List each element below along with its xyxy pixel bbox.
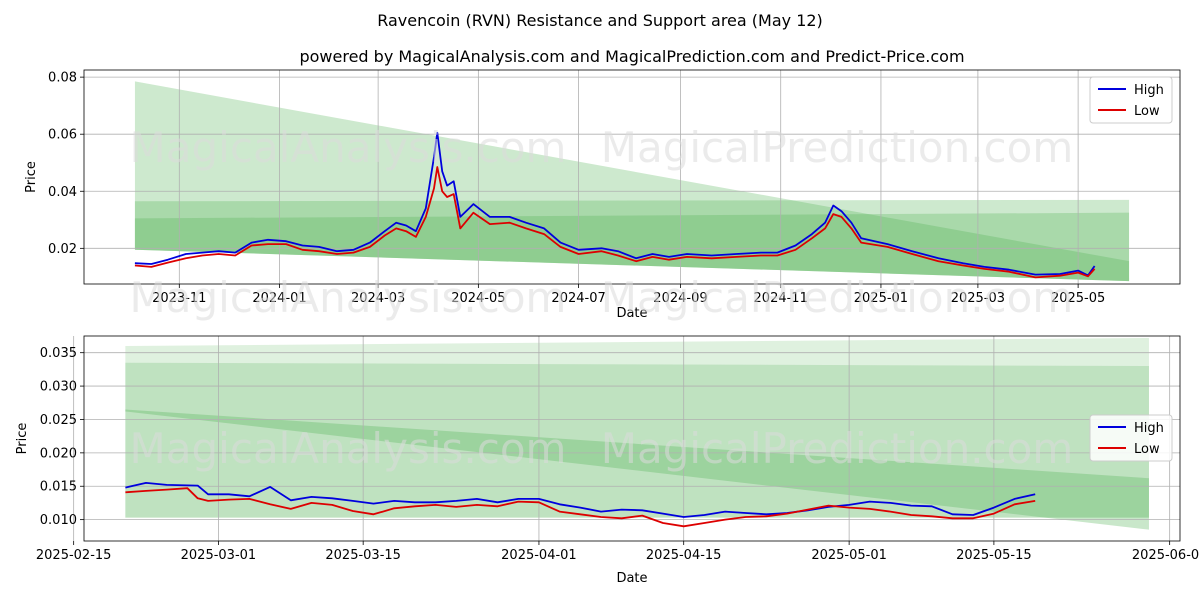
bottom-legend-label-high: High <box>1134 421 1164 436</box>
top-x-axis-label: Date <box>616 306 647 321</box>
bottom-series-low-line <box>125 487 1036 528</box>
bottom-legend: High Low <box>1089 414 1173 462</box>
watermark-analysis-bottom: MagicalAnalysis.com <box>130 424 567 473</box>
bottom-ytick-label-0: 0.010 <box>40 513 77 528</box>
bottom-xtick-label-5: 2025-05-01 <box>811 548 887 563</box>
top-band-1 <box>134 199 1130 282</box>
top-legend-label-low: Low <box>1134 104 1160 119</box>
bottom-x-axis-label: Date <box>616 571 647 586</box>
bottom-xtick-label-0: 2025-02-15 <box>36 548 112 563</box>
top-axes-frame <box>83 69 1181 285</box>
top-xtick-label-9: 2025-05 <box>1051 291 1105 306</box>
bottom-ytick-label-4: 0.030 <box>40 380 77 395</box>
top-legend-label-high: High <box>1134 83 1164 98</box>
top-xtick-label-3: 2024-05 <box>451 291 505 306</box>
bottom-series-high-line <box>125 482 1036 518</box>
bottom-band-1 <box>125 362 1149 518</box>
top-xtick-label-1: 2024-01 <box>252 291 306 306</box>
bottom-xtick-label-4: 2025-04-15 <box>646 548 722 563</box>
watermark-layer: MagicalAnalysis.com MagicalPrediction.co… <box>130 123 1074 473</box>
top-xtick-label-2: 2024-03 <box>351 291 405 306</box>
top-xtick-label-5: 2024-09 <box>653 291 707 306</box>
top-xtick-label-8: 2025-03 <box>951 291 1005 306</box>
bottom-xtick-label-1: 2025-03-01 <box>181 548 257 563</box>
top-series-high-line <box>134 131 1096 277</box>
top-ytick-label-0: 0.02 <box>48 242 77 257</box>
bottom-xtick-label-3: 2025-04-01 <box>501 548 577 563</box>
bottom-xtick-label-2: 2025-03-15 <box>325 548 401 563</box>
top-series-low-line <box>134 166 1096 279</box>
top-xtick-label-7: 2025-01 <box>854 291 908 306</box>
bottom-legend-label-low: Low <box>1134 442 1160 457</box>
bottom-chart: 2025-02-15 2025-03-01 2025-03-15 2025-04-01… <box>15 335 1200 586</box>
chart-subtitle: powered by MagicalAnalysis.com and Magic… <box>299 47 964 66</box>
top-chart: 2023-11 2024-01 2024-03 2024-05 2024-07 2024-… <box>24 69 1181 321</box>
watermark-analysis-top: MagicalAnalysis.com <box>130 123 567 172</box>
top-xtick-label-0: 2023-11 <box>152 291 206 306</box>
chart-title: Ravencoin (RVN) Resistance and Support a… <box>377 11 823 30</box>
bottom-ytick-label-2: 0.020 <box>40 446 77 461</box>
top-legend: High Low <box>1089 76 1173 124</box>
bottom-band-2 <box>125 409 1149 530</box>
watermark-prediction-mid: MagicalPrediction.com <box>601 273 1074 322</box>
top-xtick-label-4: 2024-07 <box>551 291 605 306</box>
watermark-prediction-bottom: MagicalPrediction.com <box>601 424 1074 473</box>
top-band-2 <box>134 212 1130 282</box>
bottom-band-0 <box>125 338 1149 518</box>
bottom-axes-frame <box>83 335 1181 542</box>
watermark-prediction-top: MagicalPrediction.com <box>601 123 1074 172</box>
bottom-xtick-label-7: 2025-06-01 <box>1132 548 1200 563</box>
bottom-ytick-label-3: 0.025 <box>40 413 77 428</box>
top-ytick-label-2: 0.06 <box>48 128 77 143</box>
watermark-analysis-mid: MagicalAnalysis.com <box>130 273 567 322</box>
bottom-y-axis-label: Price <box>15 423 30 455</box>
bottom-ytick-label-1: 0.015 <box>40 480 77 495</box>
top-ytick-label-1: 0.04 <box>48 185 77 200</box>
top-xtick-label-6: 2024-11 <box>754 291 808 306</box>
bottom-xtick-label-6: 2025-05-15 <box>956 548 1032 563</box>
bottom-ytick-label-5: 0.035 <box>40 346 77 361</box>
top-ytick-label-3: 0.08 <box>48 71 77 86</box>
top-y-axis-label: Price <box>24 161 39 193</box>
